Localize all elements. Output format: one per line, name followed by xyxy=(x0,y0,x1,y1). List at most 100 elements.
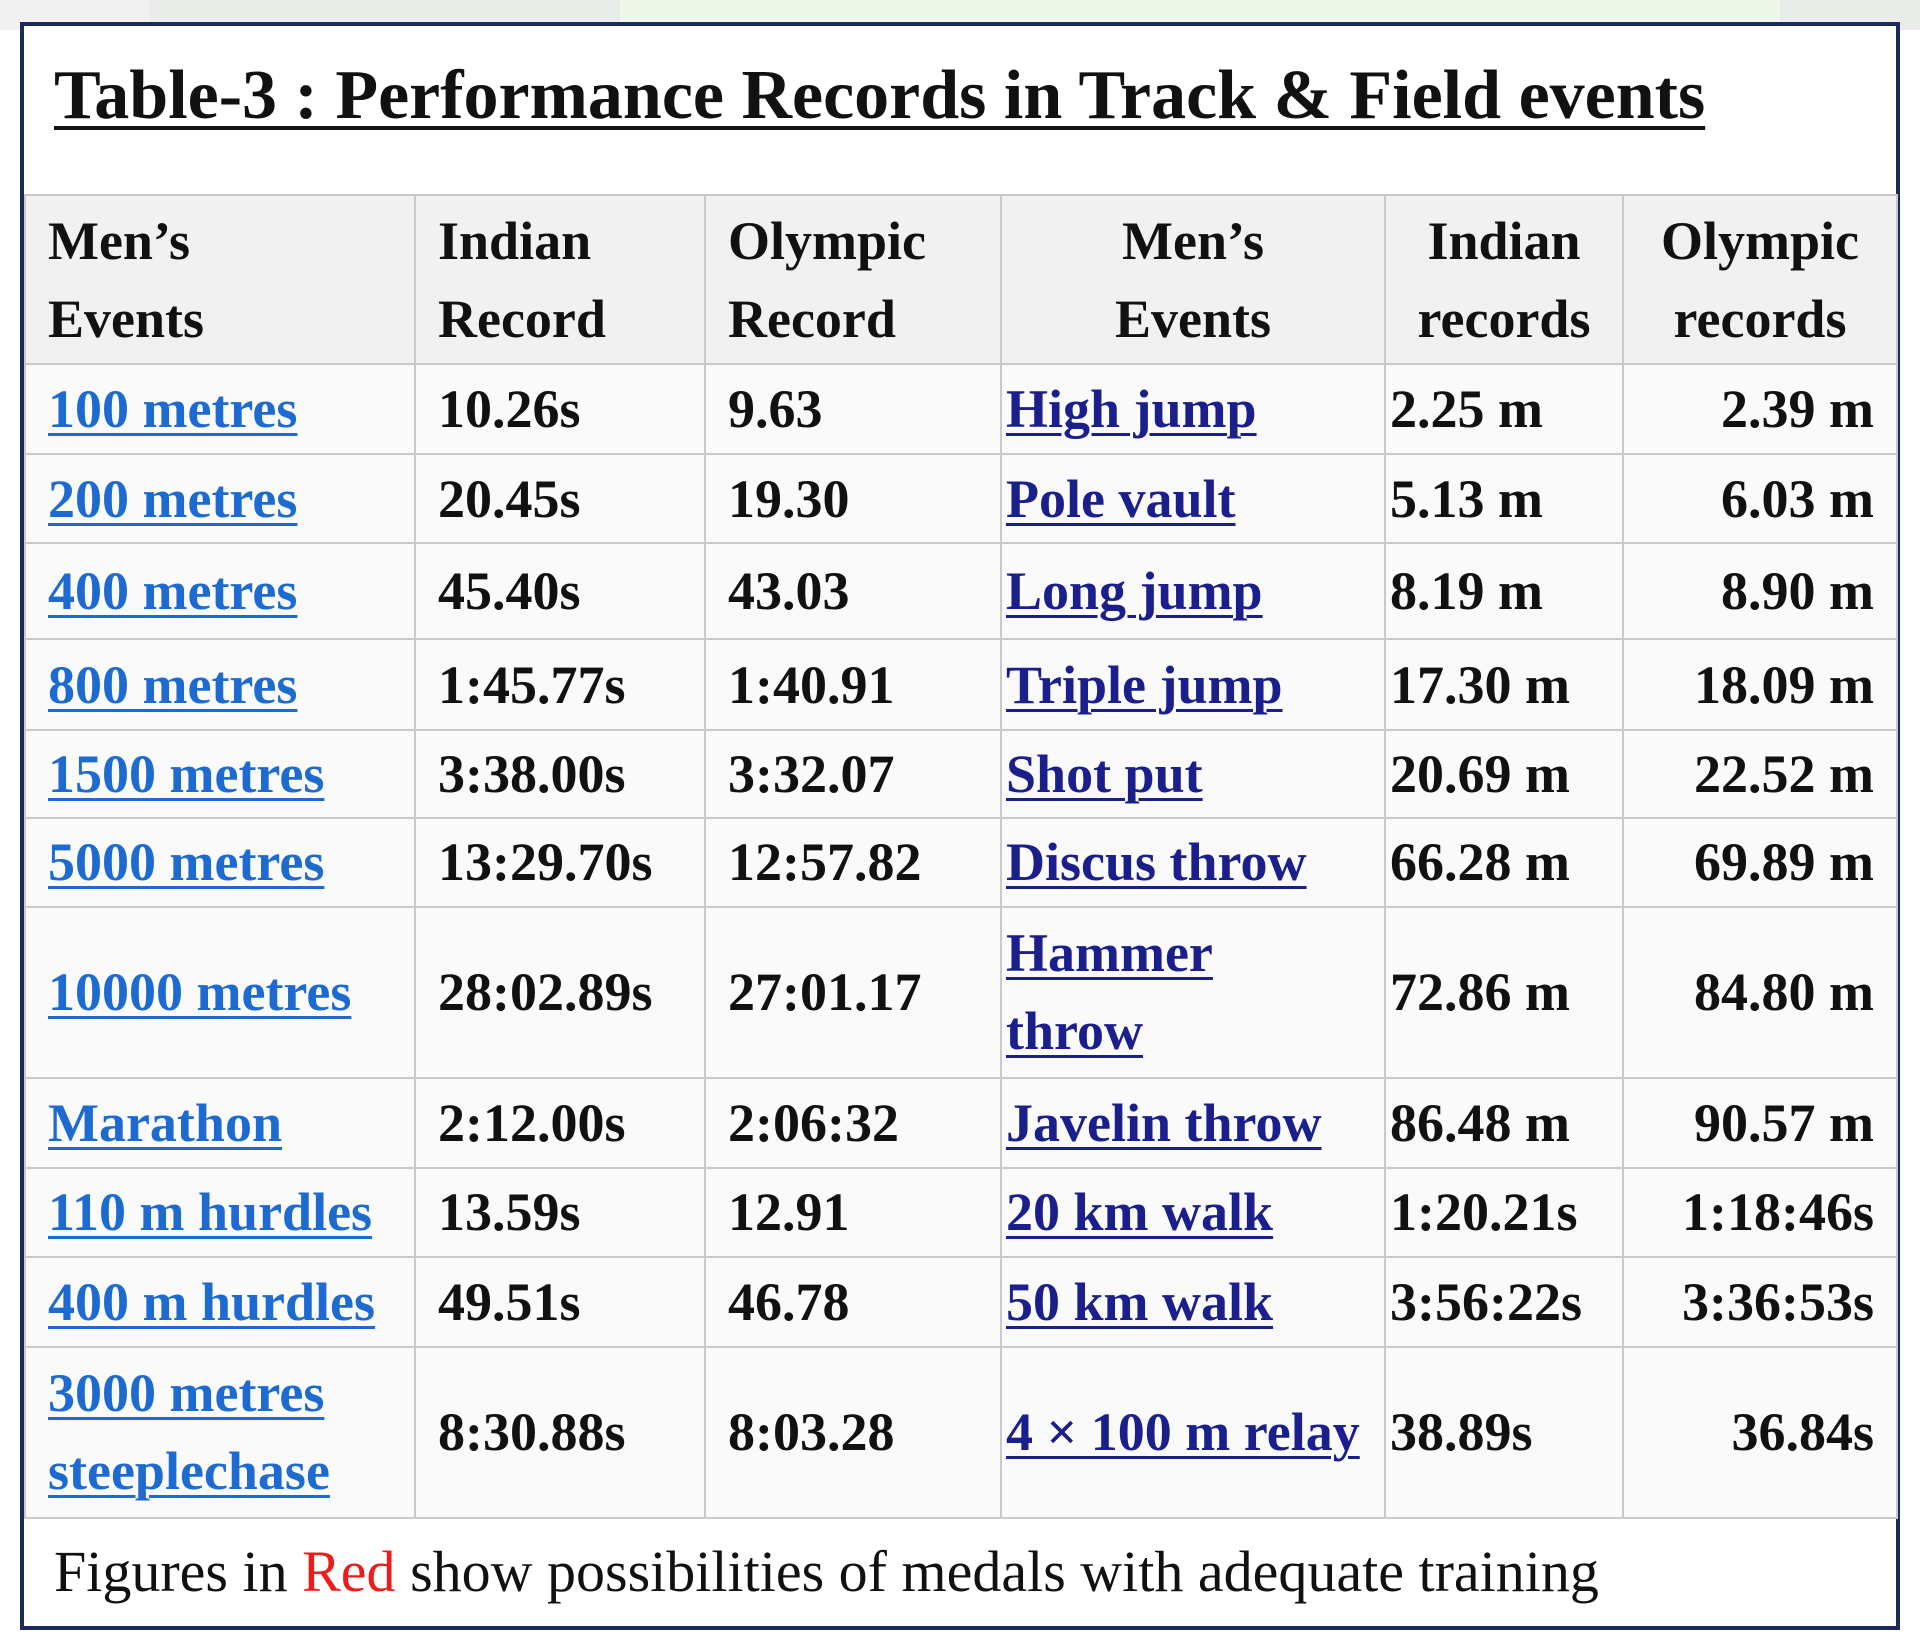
track-event-cell: Marathon xyxy=(24,1076,416,1170)
track-olympic-cell: 8:03.28 xyxy=(704,1345,1002,1520)
field-event-cell: 4 × 100 m relay xyxy=(1000,1345,1386,1520)
table-row: 200 metres 20.45s 19.30 Pole vault 5.13 … xyxy=(24,453,1898,544)
track-olympic-cell: 12:57.82 xyxy=(704,817,1002,908)
field-indian-cell: 8.19 m xyxy=(1384,541,1624,641)
track-indian-cell: 8:30.88s xyxy=(414,1345,706,1520)
field-event-link[interactable]: Long jump xyxy=(1006,561,1263,622)
track-olympic-cell: 2:06:32 xyxy=(704,1076,1002,1170)
field-event-link[interactable]: Hammer throw xyxy=(1006,923,1213,1062)
track-event-link[interactable]: 400 metres xyxy=(48,561,298,622)
table-row: 400 metres 45.40s 43.03 Long jump 8.19 m… xyxy=(24,541,1898,641)
track-indian-cell: 13:29.70s xyxy=(414,817,706,908)
track-event-cell: 5000 metres xyxy=(24,817,416,908)
field-event-link[interactable]: 50 km walk xyxy=(1006,1271,1274,1332)
track-indian-cell: 13.59s xyxy=(414,1167,706,1258)
field-event-link[interactable]: 4 × 100 m relay xyxy=(1006,1402,1360,1463)
track-event-link[interactable]: 200 metres xyxy=(48,468,298,529)
header-field-indian: Indian records xyxy=(1384,194,1624,365)
track-olympic-cell: 43.03 xyxy=(704,541,1002,641)
field-event-cell: Long jump xyxy=(1000,541,1386,641)
footer-red-word: Red xyxy=(302,1539,396,1604)
table-row: 800 metres 1:45.77s 1:40.91 Triple jump … xyxy=(24,638,1898,731)
header-track-event: Men’s Events xyxy=(24,194,416,365)
field-indian-cell: 66.28 m xyxy=(1384,817,1624,908)
field-indian-cell: 5.13 m xyxy=(1384,453,1624,544)
track-event-cell: 1500 metres xyxy=(24,728,416,820)
field-event-cell: Hammer throw xyxy=(1000,905,1386,1079)
track-event-link[interactable]: 3000 metres steeplechase xyxy=(48,1363,330,1502)
track-indian-cell: 2:12.00s xyxy=(414,1076,706,1170)
track-event-cell: 800 metres xyxy=(24,638,416,731)
track-event-link[interactable]: 110 m hurdles xyxy=(48,1182,373,1243)
field-event-cell: High jump xyxy=(1000,362,1386,456)
track-event-link[interactable]: Marathon xyxy=(48,1092,282,1153)
track-indian-cell: 45.40s xyxy=(414,541,706,641)
table-row: 110 m hurdles 13.59s 12.91 20 km walk 1:… xyxy=(24,1167,1898,1258)
field-event-cell: 20 km walk xyxy=(1000,1167,1386,1258)
records-table: Men’s Events Indian Record Olympic Record M… xyxy=(24,194,1898,1520)
field-event-link[interactable]: Shot put xyxy=(1006,744,1203,804)
footer-note: Figures in Red show possibilities of med… xyxy=(54,1539,1599,1604)
field-olympic-cell: 2.39 m xyxy=(1622,362,1898,456)
field-olympic-cell: 36.84s xyxy=(1622,1345,1898,1520)
field-indian-cell: 1:20.21s xyxy=(1384,1167,1624,1258)
table-row: 3000 metres steeplechase 8:30.88s 8:03.2… xyxy=(24,1345,1898,1520)
field-olympic-cell: 8.90 m xyxy=(1622,541,1898,641)
field-event-cell: Pole vault xyxy=(1000,453,1386,544)
track-event-cell: 10000 metres xyxy=(24,905,416,1079)
header-row: Men’s Events Indian Record Olympic Record M… xyxy=(24,194,1898,365)
table-title: Table-3 : Performance Records in Track &… xyxy=(54,57,1706,134)
field-event-cell: Javelin throw xyxy=(1000,1076,1386,1170)
field-indian-cell: 72.86 m xyxy=(1384,905,1624,1079)
header-track-indian: Indian Record xyxy=(414,194,706,365)
field-olympic-cell: 69.89 m xyxy=(1622,817,1898,908)
track-event-link[interactable]: 400 m hurdles xyxy=(48,1271,376,1332)
track-event-link[interactable]: 5000 metres xyxy=(48,832,325,893)
track-olympic-cell: 46.78 xyxy=(704,1255,1002,1348)
track-event-link[interactable]: 100 metres xyxy=(48,379,298,440)
track-olympic-cell: 12.91 xyxy=(704,1167,1002,1258)
field-indian-cell: 17.30 m xyxy=(1384,638,1624,731)
table-row: 5000 metres 13:29.70s 12:57.82 Discus th… xyxy=(24,817,1898,908)
field-event-link[interactable]: High jump xyxy=(1006,379,1257,440)
field-event-cell: Shot put xyxy=(1000,728,1386,820)
track-indian-cell: 10.26s xyxy=(414,362,706,456)
header-field-event: Men’s Events xyxy=(1000,194,1386,365)
track-event-cell: 110 m hurdles xyxy=(24,1167,416,1258)
track-indian-cell: 20.45s xyxy=(414,453,706,544)
table-frame: Table-3 : Performance Records in Track &… xyxy=(20,22,1900,1630)
field-event-link[interactable]: Javelin throw xyxy=(1006,1092,1322,1153)
track-event-link[interactable]: 800 metres xyxy=(48,654,298,715)
track-indian-cell: 49.51s xyxy=(414,1255,706,1348)
table-row: 400 m hurdles 49.51s 46.78 50 km walk 3:… xyxy=(24,1255,1898,1348)
field-olympic-cell: 90.57 m xyxy=(1622,1076,1898,1170)
track-olympic-cell: 9.63 xyxy=(704,362,1002,456)
field-indian-cell: 3:56:22s xyxy=(1384,1255,1624,1348)
track-event-cell: 400 m hurdles xyxy=(24,1255,416,1348)
header-field-olympic: Olympic records xyxy=(1622,194,1898,365)
header-track-olympic: Olympic Record xyxy=(704,194,1002,365)
table-row: Marathon 2:12.00s 2:06:32 Javelin throw … xyxy=(24,1076,1898,1170)
track-event-link[interactable]: 10000 metres xyxy=(48,962,352,1023)
table-row: 10000 metres 28:02.89s 27:01.17 Hammer t… xyxy=(24,905,1898,1079)
track-indian-cell: 28:02.89s xyxy=(414,905,706,1079)
field-olympic-cell: 84.80 m xyxy=(1622,905,1898,1079)
field-event-link[interactable]: Pole vault xyxy=(1006,468,1236,529)
field-olympic-cell: 1:18:46s xyxy=(1622,1167,1898,1258)
field-olympic-cell: 6.03 m xyxy=(1622,453,1898,544)
track-olympic-cell: 19.30 xyxy=(704,453,1002,544)
field-event-link[interactable]: Discus throw xyxy=(1006,832,1307,893)
field-event-link[interactable]: Triple jump xyxy=(1006,654,1283,715)
table-row: 100 metres 10.26s 9.63 High jump 2.25 m … xyxy=(24,362,1898,456)
field-olympic-cell: 22.52 m xyxy=(1622,728,1898,820)
field-indian-cell: 86.48 m xyxy=(1384,1076,1624,1170)
track-olympic-cell: 27:01.17 xyxy=(704,905,1002,1079)
field-event-link[interactable]: 20 km walk xyxy=(1006,1182,1274,1243)
track-olympic-cell: 3:32.07 xyxy=(704,728,1002,820)
field-event-cell: Discus throw xyxy=(1000,817,1386,908)
field-indian-cell: 20.69 m xyxy=(1384,728,1624,820)
field-indian-cell: 2.25 m xyxy=(1384,362,1624,456)
track-event-link[interactable]: 1500 metres xyxy=(48,744,325,804)
field-event-cell: 50 km walk xyxy=(1000,1255,1386,1348)
track-event-cell: 200 metres xyxy=(24,453,416,544)
